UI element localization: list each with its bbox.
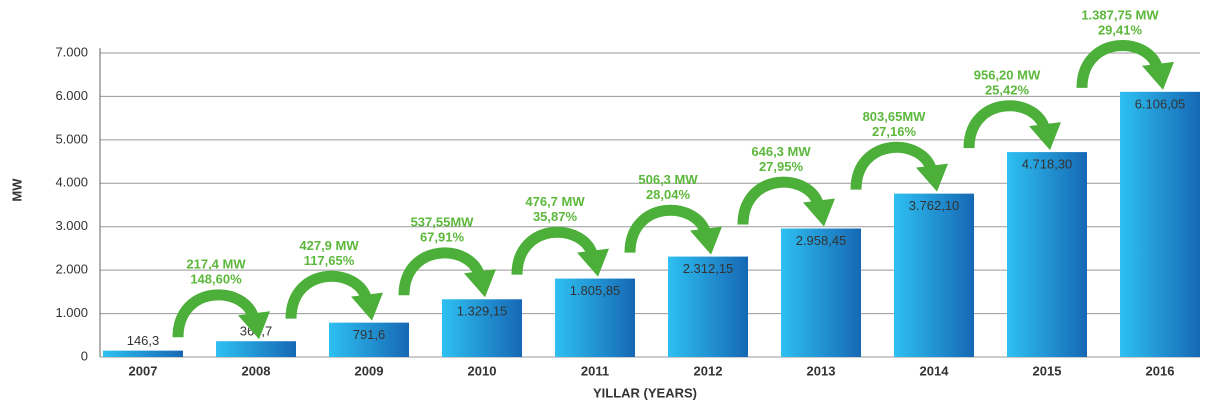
x-tick-label: 2012	[694, 363, 723, 378]
bar	[1120, 91, 1200, 358]
x-tick-label: 2015	[1033, 363, 1062, 378]
bar	[555, 278, 635, 357]
bar	[329, 322, 409, 357]
annotation-mw: 476,7 MW	[525, 194, 585, 209]
arrow-head	[577, 248, 609, 277]
x-tick-label: 2016	[1146, 363, 1175, 378]
x-tick-label: 2009	[355, 363, 384, 378]
value-label: 146,3	[127, 333, 160, 348]
arrow-head	[916, 163, 948, 192]
y-tick-label: 5.000	[55, 131, 88, 146]
increase-arrow	[1076, 40, 1164, 89]
x-tick-label: 2010	[468, 363, 497, 378]
x-tick-label: 2014	[920, 363, 950, 378]
annotation-mw: 537,55MW	[411, 215, 475, 230]
bar	[103, 350, 183, 357]
annotation-pct: 148,60%	[190, 272, 242, 287]
y-axis-title: MW	[9, 178, 24, 202]
increase-arrow	[398, 247, 486, 296]
x-tick-label: 2007	[129, 363, 158, 378]
bar	[668, 256, 748, 357]
increase-arrow	[963, 100, 1051, 149]
annotation-pct: 27,95%	[759, 159, 804, 174]
value-label: 791,6	[353, 327, 386, 342]
value-label: 4.718,30	[1022, 157, 1073, 172]
arrow-head	[690, 226, 722, 255]
annotation-mw: 646,3 MW	[751, 144, 811, 159]
y-tick-label: 4.000	[55, 175, 88, 190]
x-tick-label: 2013	[807, 363, 836, 378]
y-tick-label: 0	[81, 348, 88, 363]
y-tick-label: 2.000	[55, 262, 88, 277]
y-tick-label: 1.000	[55, 305, 88, 320]
increase-arrow	[511, 226, 599, 275]
annotation-mw: 217,4 MW	[186, 257, 246, 272]
increase-arrow	[285, 270, 373, 320]
arrow-head	[351, 292, 383, 321]
increase-arrow	[737, 176, 825, 225]
x-tick-label: 2008	[242, 363, 271, 378]
y-tick-label: 7.000	[55, 44, 88, 59]
annotation-pct: 117,65%	[304, 253, 355, 268]
arrow-head	[1142, 61, 1174, 90]
annotation-pct: 28,04%	[646, 187, 691, 202]
annotation-pct: 25,42%	[985, 83, 1030, 98]
increase-arrow	[850, 141, 938, 191]
arrow-head	[1029, 122, 1061, 151]
bar	[1007, 152, 1087, 357]
value-label: 2.312,15	[683, 261, 734, 276]
annotation-mw: 427,9 MW	[299, 238, 359, 253]
annotation-mw: 803,65MW	[863, 109, 927, 124]
x-axis-title: YILLAR (YEARS)	[593, 385, 697, 400]
value-label: 2.958,45	[796, 233, 847, 248]
annotation-pct: 35,87%	[533, 209, 578, 224]
value-label: 1.805,85	[570, 283, 621, 298]
value-label: 6.106,05	[1135, 96, 1186, 111]
increase-arrow	[624, 204, 712, 253]
annotation-pct: 67,91%	[420, 230, 465, 245]
arrow-head	[238, 311, 270, 340]
annotation-mw: 956,20 MW	[974, 68, 1041, 83]
annotation-mw: 1.387,75 MW	[1081, 7, 1159, 22]
bar	[894, 193, 974, 357]
arrow-head	[803, 198, 835, 227]
y-tick-label: 6.000	[55, 88, 88, 103]
annotation-pct: 29,41%	[1098, 22, 1143, 37]
x-tick-label: 2011	[581, 363, 609, 378]
bar	[781, 228, 861, 357]
arrow-head	[464, 269, 496, 298]
bar	[442, 299, 522, 357]
value-label: 1.329,15	[457, 304, 508, 319]
increase-arrow	[172, 289, 260, 338]
bar	[216, 341, 296, 357]
annotation-pct: 27,16%	[872, 124, 917, 139]
value-label: 3.762,10	[909, 198, 960, 213]
annotation-mw: 506,3 MW	[638, 172, 698, 187]
y-tick-label: 3.000	[55, 218, 88, 233]
